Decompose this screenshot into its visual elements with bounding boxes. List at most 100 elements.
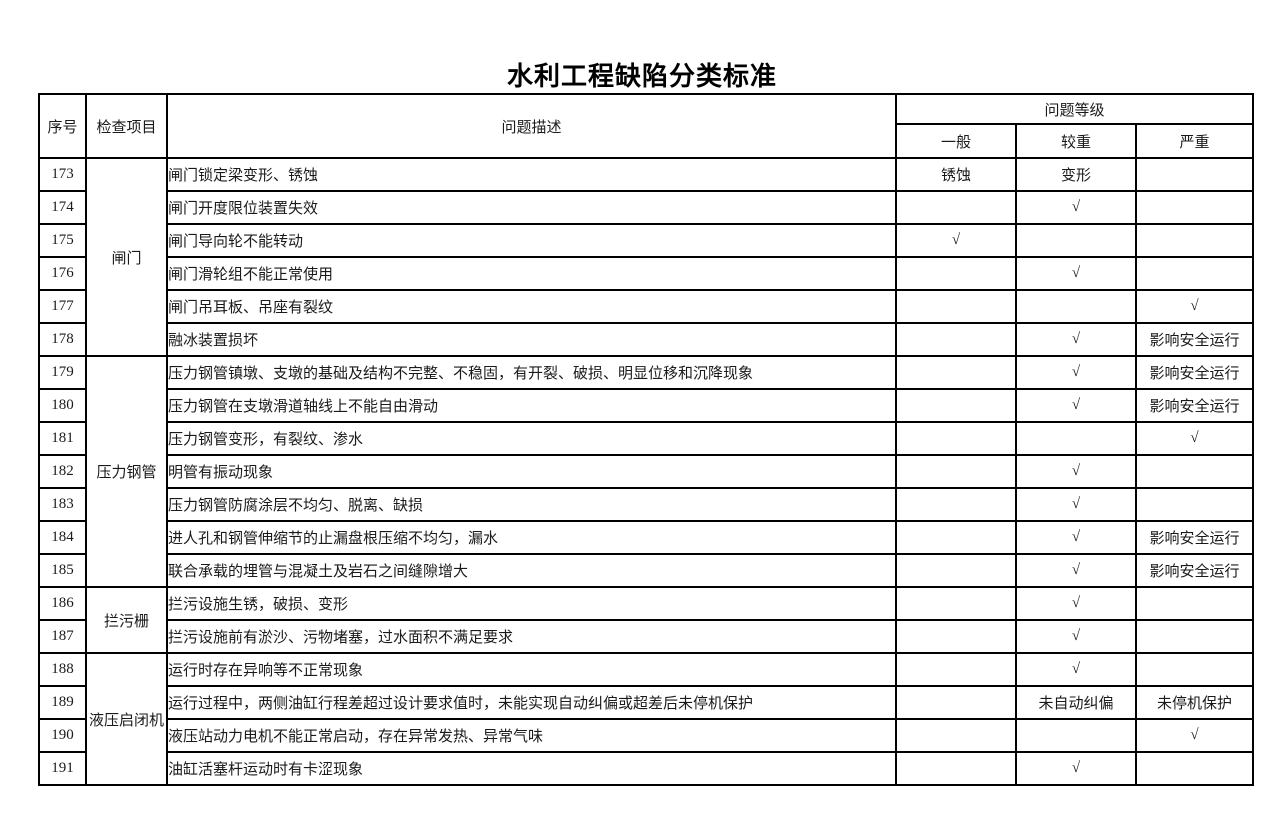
cell-level-serious: √ xyxy=(1015,322,1137,357)
cell-level-serious: √ xyxy=(1015,487,1137,522)
table-row: 182 明管有振动现象 √ xyxy=(38,454,1254,489)
cell-seq: 180 xyxy=(38,388,87,423)
cell-desc: 闸门锁定梁变形、锈蚀 xyxy=(166,157,897,192)
table-body: 173 闸门 闸门锁定梁变形、锈蚀 锈蚀 变形 174 闸门开度限位装置失效 √ 175 闸门导向… xyxy=(38,157,1254,786)
cell-desc: 联合承载的埋管与混凝土及岩石之间缝隙增大 xyxy=(166,553,897,588)
cell-level-severe: 影响安全运行 xyxy=(1135,322,1254,357)
cell-level-serious: √ xyxy=(1015,355,1137,390)
header-level-general: 一般 xyxy=(895,123,1017,159)
cell-seq: 183 xyxy=(38,487,87,522)
table-row: 180 压力钢管在支墩滑道轴线上不能自由滑动 √ 影响安全运行 xyxy=(38,388,1254,423)
table-row: 189 运行过程中，两侧油缸行程差超过设计要求值时，未能实现自动纠偏或超差后未停机… xyxy=(38,685,1254,720)
table-row: 178 融冰装置损坏 √ 影响安全运行 xyxy=(38,322,1254,357)
header-level-severe: 严重 xyxy=(1135,123,1254,159)
table-row: 183 压力钢管防腐涂层不均匀、脱离、缺损 √ xyxy=(38,487,1254,522)
defect-classification-table: 序号 检查项目 问题描述 问题等级 一般 较重 严重 173 闸门 闸门锁定梁变形、… xyxy=(38,93,1254,786)
cell-level-general: 锈蚀 xyxy=(895,157,1017,192)
cell-desc: 拦污设施前有淤沙、污物堵塞，过水面积不满足要求 xyxy=(166,619,897,654)
cell-level-severe xyxy=(1135,223,1254,258)
cell-level-general: √ xyxy=(895,223,1017,258)
cell-seq: 174 xyxy=(38,190,87,225)
cell-level-general xyxy=(895,289,1017,324)
cell-seq: 182 xyxy=(38,454,87,489)
cell-seq: 191 xyxy=(38,751,87,786)
cell-level-general xyxy=(895,718,1017,753)
cell-level-severe xyxy=(1135,157,1254,192)
table-row: 185 联合承载的埋管与混凝土及岩石之间缝隙增大 √ 影响安全运行 xyxy=(38,553,1254,588)
cell-level-severe xyxy=(1135,751,1254,786)
cell-level-general xyxy=(895,388,1017,423)
cell-seq: 176 xyxy=(38,256,87,291)
cell-seq: 190 xyxy=(38,718,87,753)
cell-level-general xyxy=(895,520,1017,555)
cell-level-general xyxy=(895,355,1017,390)
cell-seq: 181 xyxy=(38,421,87,456)
table-row: 181 压力钢管变形，有裂纹、渗水 √ xyxy=(38,421,1254,456)
cell-level-severe xyxy=(1135,454,1254,489)
cell-desc: 压力钢管镇墩、支墩的基础及结构不完整、不稳固，有开裂、破损、明显位移和沉降现象 xyxy=(166,355,897,390)
cell-level-serious: √ xyxy=(1015,751,1137,786)
cell-level-severe: 影响安全运行 xyxy=(1135,388,1254,423)
cell-seq: 173 xyxy=(38,157,87,192)
cell-level-severe: √ xyxy=(1135,718,1254,753)
cell-level-severe xyxy=(1135,487,1254,522)
cell-level-general xyxy=(895,322,1017,357)
table-row: 184 进人孔和钢管伸缩节的止漏盘根压缩不均匀，漏水 √ 影响安全运行 xyxy=(38,520,1254,555)
cell-level-serious xyxy=(1015,289,1137,324)
cell-level-severe xyxy=(1135,652,1254,687)
cell-desc: 运行时存在异响等不正常现象 xyxy=(166,652,897,687)
cell-seq: 177 xyxy=(38,289,87,324)
cell-level-serious: √ xyxy=(1015,553,1137,588)
header-check-item: 检查项目 xyxy=(85,93,168,159)
cell-level-serious: √ xyxy=(1015,652,1137,687)
header-problem-level: 问题等级 xyxy=(895,93,1254,125)
cell-level-serious: √ xyxy=(1015,454,1137,489)
cell-desc: 压力钢管防腐涂层不均匀、脱离、缺损 xyxy=(166,487,897,522)
cell-level-general xyxy=(895,454,1017,489)
cell-level-severe: 未停机保护 xyxy=(1135,685,1254,720)
cell-level-general xyxy=(895,256,1017,291)
table-row: 188 液压启闭机 运行时存在异响等不正常现象 √ xyxy=(38,652,1254,786)
cell-desc: 压力钢管在支墩滑道轴线上不能自由滑动 xyxy=(166,388,897,423)
table-row: 191 油缸活塞杆运动时有卡涩现象 √ xyxy=(38,751,1254,786)
cell-desc: 拦污设施生锈，破损、变形 xyxy=(166,586,897,621)
cell-level-severe: √ xyxy=(1135,289,1254,324)
cell-level-severe: 影响安全运行 xyxy=(1135,355,1254,390)
cell-seq: 186 xyxy=(38,586,87,621)
table-row: 187 拦污设施前有淤沙、污物堵塞，过水面积不满足要求 √ xyxy=(38,619,1254,654)
cell-check-item: 拦污栅 xyxy=(85,586,168,654)
cell-level-serious: √ xyxy=(1015,256,1137,291)
cell-desc: 压力钢管变形，有裂纹、渗水 xyxy=(166,421,897,456)
table-row: 174 闸门开度限位装置失效 √ xyxy=(38,190,1254,225)
cell-desc: 液压站动力电机不能正常启动，存在异常发热、异常气味 xyxy=(166,718,897,753)
header-row-levels: 一般 较重 严重 xyxy=(39,123,1254,159)
table-row: 176 闸门滑轮组不能正常使用 √ xyxy=(38,256,1254,291)
cell-level-general xyxy=(895,652,1017,687)
cell-desc: 融冰装置损坏 xyxy=(166,322,897,357)
cell-level-severe: 影响安全运行 xyxy=(1135,520,1254,555)
cell-check-item: 闸门 xyxy=(85,157,168,357)
cell-desc: 进人孔和钢管伸缩节的止漏盘根压缩不均匀，漏水 xyxy=(166,520,897,555)
table-row: 173 闸门 闸门锁定梁变形、锈蚀 锈蚀 变形 xyxy=(38,157,1254,357)
cell-desc: 闸门吊耳板、吊座有裂纹 xyxy=(166,289,897,324)
table-row: 186 拦污栅 拦污设施生锈，破损、变形 √ xyxy=(38,586,1254,654)
cell-level-general xyxy=(895,553,1017,588)
cell-seq: 179 xyxy=(38,355,87,390)
cell-level-severe: 影响安全运行 xyxy=(1135,553,1254,588)
cell-check-item: 液压启闭机 xyxy=(85,652,168,786)
cell-seq: 185 xyxy=(38,553,87,588)
cell-level-severe xyxy=(1135,619,1254,654)
header-level-serious: 较重 xyxy=(1015,123,1137,159)
cell-level-general xyxy=(895,421,1017,456)
cell-level-serious: √ xyxy=(1015,586,1137,621)
cell-desc: 闸门导向轮不能转动 xyxy=(166,223,897,258)
cell-level-serious xyxy=(1015,421,1137,456)
cell-desc: 闸门开度限位装置失效 xyxy=(166,190,897,225)
cell-level-serious: √ xyxy=(1015,388,1137,423)
cell-seq: 188 xyxy=(38,652,87,687)
cell-level-general xyxy=(895,751,1017,786)
cell-level-general xyxy=(895,619,1017,654)
cell-level-serious: √ xyxy=(1015,520,1137,555)
cell-seq: 178 xyxy=(38,322,87,357)
cell-level-severe xyxy=(1135,256,1254,291)
